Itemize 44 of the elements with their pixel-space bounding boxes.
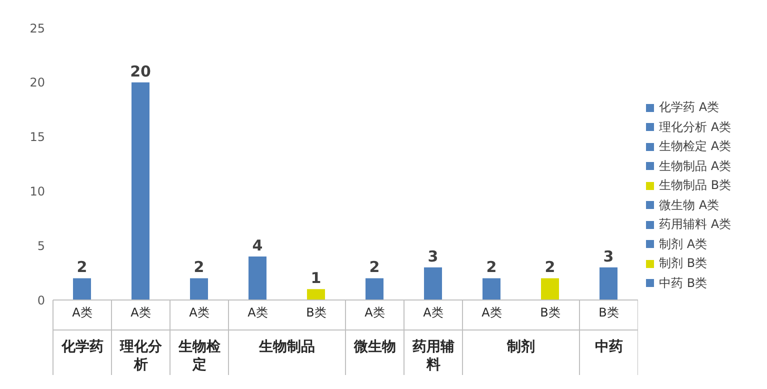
text: 微生物 <box>352 338 397 356</box>
x-tick-label: A类 <box>189 306 210 320</box>
data-label: 20 <box>130 62 151 80</box>
data-label: 3 <box>603 247 614 266</box>
x-tick-label: A类 <box>482 306 502 320</box>
text: 化学药 <box>60 338 104 356</box>
data-label: 1 <box>310 269 322 288</box>
legend-label: 制剂 B类 <box>659 255 708 272</box>
data-label: 2 <box>194 258 204 276</box>
legend-label: 中药 B类 <box>659 274 708 292</box>
text: 制剂 <box>506 338 536 356</box>
y-tick-label: 20 <box>30 76 45 90</box>
data-label: 2 <box>76 258 88 276</box>
legend-label: 理化分析 A类 <box>659 118 732 136</box>
x-tick-label: A类 <box>72 306 92 320</box>
data-label: 2 <box>486 258 497 276</box>
y-tick-label: 10 <box>30 184 45 198</box>
text: 理化分析 <box>118 338 163 374</box>
x-tick-label: B类 <box>306 306 326 320</box>
x-tick-label: B类 <box>540 306 560 320</box>
legend-label: 生物检定 A类 <box>659 138 732 156</box>
legend-label: 化学药 A类 <box>659 99 720 116</box>
legend-label: 生物制品 A类 <box>659 158 732 175</box>
data-label: 4 <box>252 236 263 254</box>
legend-label: 药用辅料 A类 <box>659 216 732 234</box>
y-tick-label: 0 <box>37 293 45 308</box>
y-tick-label: 5 <box>37 238 45 253</box>
y-tick-label: 15 <box>30 130 45 144</box>
legend-label: 生物制品 B类 <box>659 177 732 194</box>
x-tick-label: A类 <box>248 306 268 320</box>
text: 生物制品 <box>258 338 316 356</box>
y-tick-label: 25 <box>30 21 45 36</box>
x-tick-label: A类 <box>423 306 444 320</box>
text: 生物检定 <box>177 338 222 374</box>
data-label: 3 <box>428 247 438 266</box>
x-tick-label: B类 <box>598 306 619 320</box>
legend-label: 制剂 A类 <box>659 236 708 253</box>
legend-label: 微生物 A类 <box>659 196 720 214</box>
text: 中药 <box>594 338 624 356</box>
x-tick-label: A类 <box>364 306 385 320</box>
data-label: 2 <box>544 258 556 276</box>
x-tick-label: A类 <box>130 306 151 320</box>
data-label: 2 <box>369 258 380 276</box>
text: 药用辅料 <box>411 338 456 374</box>
